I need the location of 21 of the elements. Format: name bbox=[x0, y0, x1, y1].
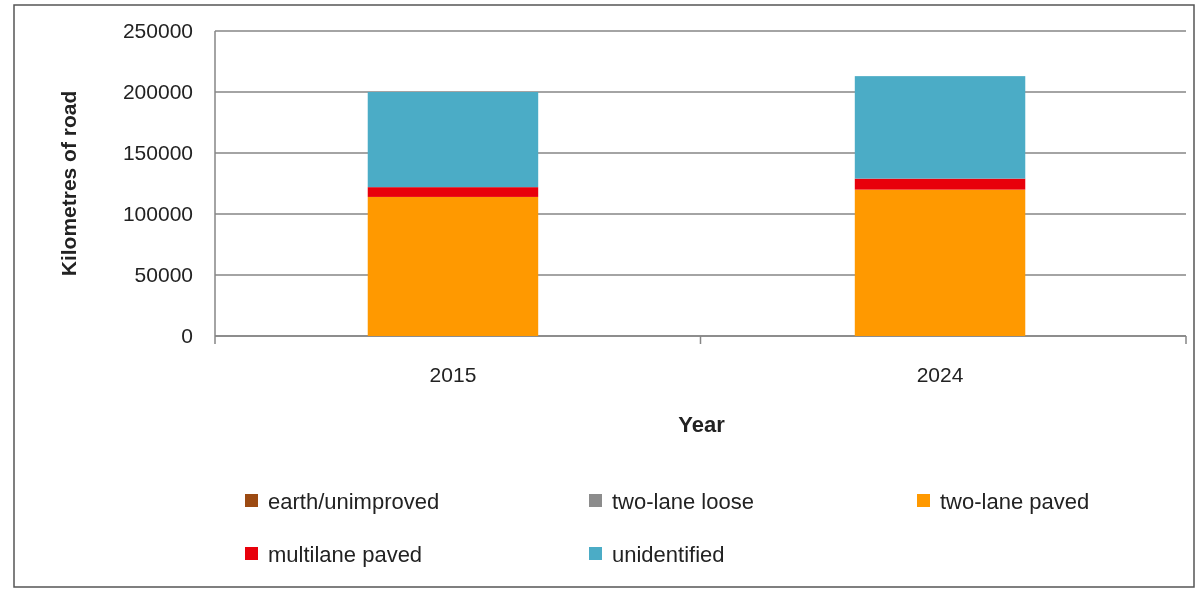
bar bbox=[854, 178, 1026, 190]
y-tick-label: 200000 bbox=[122, 80, 193, 104]
legend-label: multilane paved bbox=[268, 541, 423, 567]
x-tick-label: 2015 bbox=[429, 363, 477, 386]
bar bbox=[854, 76, 1026, 179]
legend-label: two-lane paved bbox=[940, 488, 1090, 514]
y-axis-title: Kilometres of road bbox=[57, 90, 80, 277]
legend-label: two-lane loose bbox=[612, 488, 754, 514]
legend-label: unidentified bbox=[612, 541, 725, 567]
y-tick-label: 150000 bbox=[122, 141, 193, 165]
y-tick-label: 250000 bbox=[122, 19, 193, 43]
y-tick-label: 50000 bbox=[134, 263, 193, 287]
x-tick-label: 2024 bbox=[916, 363, 964, 386]
bar bbox=[367, 92, 539, 188]
x-axis-title: Year bbox=[678, 412, 726, 437]
bar bbox=[367, 187, 539, 197]
bar bbox=[367, 196, 539, 336]
bar bbox=[854, 189, 1026, 336]
y-tick-label: 100000 bbox=[122, 202, 193, 226]
y-tick-label: 0 bbox=[181, 324, 193, 348]
legend-label: earth/unimproved bbox=[268, 488, 440, 514]
